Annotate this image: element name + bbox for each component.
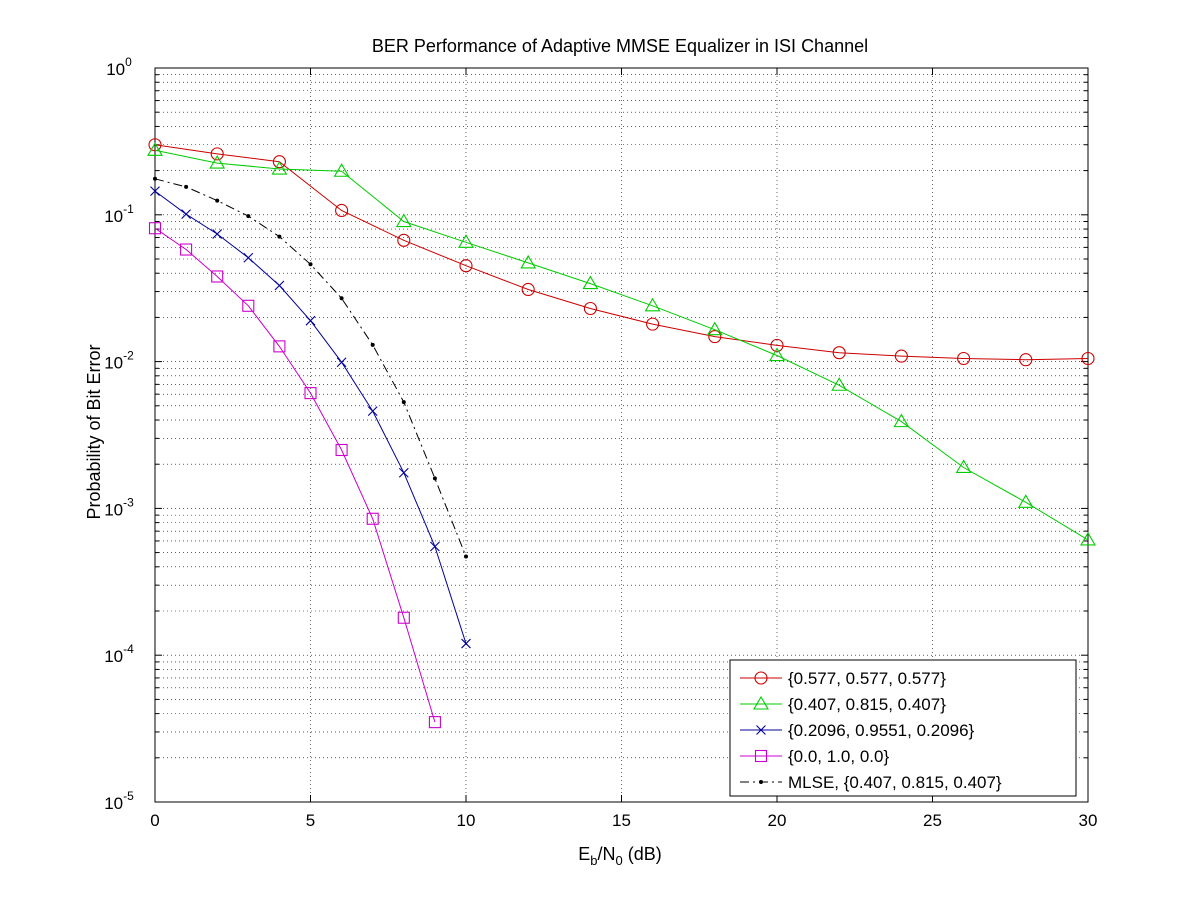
dot-marker bbox=[464, 555, 468, 559]
legend-label: {0.577, 0.577, 0.577} bbox=[788, 669, 946, 688]
y-tick-exponent: 0 bbox=[125, 55, 132, 69]
dot-marker bbox=[153, 177, 157, 181]
dot-marker bbox=[277, 235, 281, 239]
y-tick-exponent: -4 bbox=[123, 642, 134, 656]
dot-marker bbox=[309, 262, 313, 266]
legend: {0.577, 0.577, 0.577} {0.407, 0.815, 0.40… bbox=[730, 660, 1076, 796]
x-label-main: E bbox=[578, 844, 590, 864]
legend-label: {0.2096, 0.9551, 0.2096} bbox=[788, 721, 975, 740]
x-tick-label: 10 bbox=[457, 811, 476, 830]
x-label-mid: /N bbox=[598, 844, 616, 864]
dot-marker bbox=[215, 199, 219, 203]
x-tick-label: 20 bbox=[768, 811, 787, 830]
legend-label: {0.407, 0.815, 0.407} bbox=[788, 695, 946, 714]
x-tick-label: 5 bbox=[306, 811, 315, 830]
y-tick-base: 10 bbox=[104, 354, 123, 373]
x-tick-label: 30 bbox=[1079, 811, 1098, 830]
y-tick-exponent: -3 bbox=[123, 495, 134, 509]
dot-marker bbox=[402, 400, 406, 404]
dot-marker bbox=[759, 780, 763, 784]
y-tick-base: 10 bbox=[104, 500, 123, 519]
dot-marker bbox=[340, 296, 344, 300]
x-tick-label: 25 bbox=[923, 811, 942, 830]
legend-label: MLSE, {0.407, 0.815, 0.407} bbox=[788, 773, 1002, 792]
y-axis-label: Probability of Bit Error bbox=[84, 344, 104, 519]
x-tick-label: 0 bbox=[150, 811, 159, 830]
dot-marker bbox=[433, 476, 437, 480]
legend-label: {0.0, 1.0, 0.0} bbox=[788, 747, 889, 766]
dot-marker bbox=[184, 185, 188, 189]
x-label-sub-0: 0 bbox=[616, 853, 623, 868]
dot-marker bbox=[371, 343, 375, 347]
dot-marker bbox=[246, 214, 250, 218]
y-tick-base: 10 bbox=[104, 794, 123, 813]
y-tick-exponent: -5 bbox=[123, 789, 134, 803]
chart-title: BER Performance of Adaptive MMSE Equaliz… bbox=[372, 36, 868, 56]
x-tick-label: 15 bbox=[612, 811, 631, 830]
y-tick-base: 10 bbox=[106, 60, 125, 79]
y-tick-exponent: -2 bbox=[123, 349, 134, 363]
x-label-sub-b: b bbox=[590, 853, 597, 868]
x-label-tail: (dB) bbox=[623, 844, 662, 864]
y-tick-base: 10 bbox=[104, 647, 123, 666]
y-tick-base: 10 bbox=[104, 207, 123, 226]
y-tick-exponent: -1 bbox=[123, 202, 134, 216]
